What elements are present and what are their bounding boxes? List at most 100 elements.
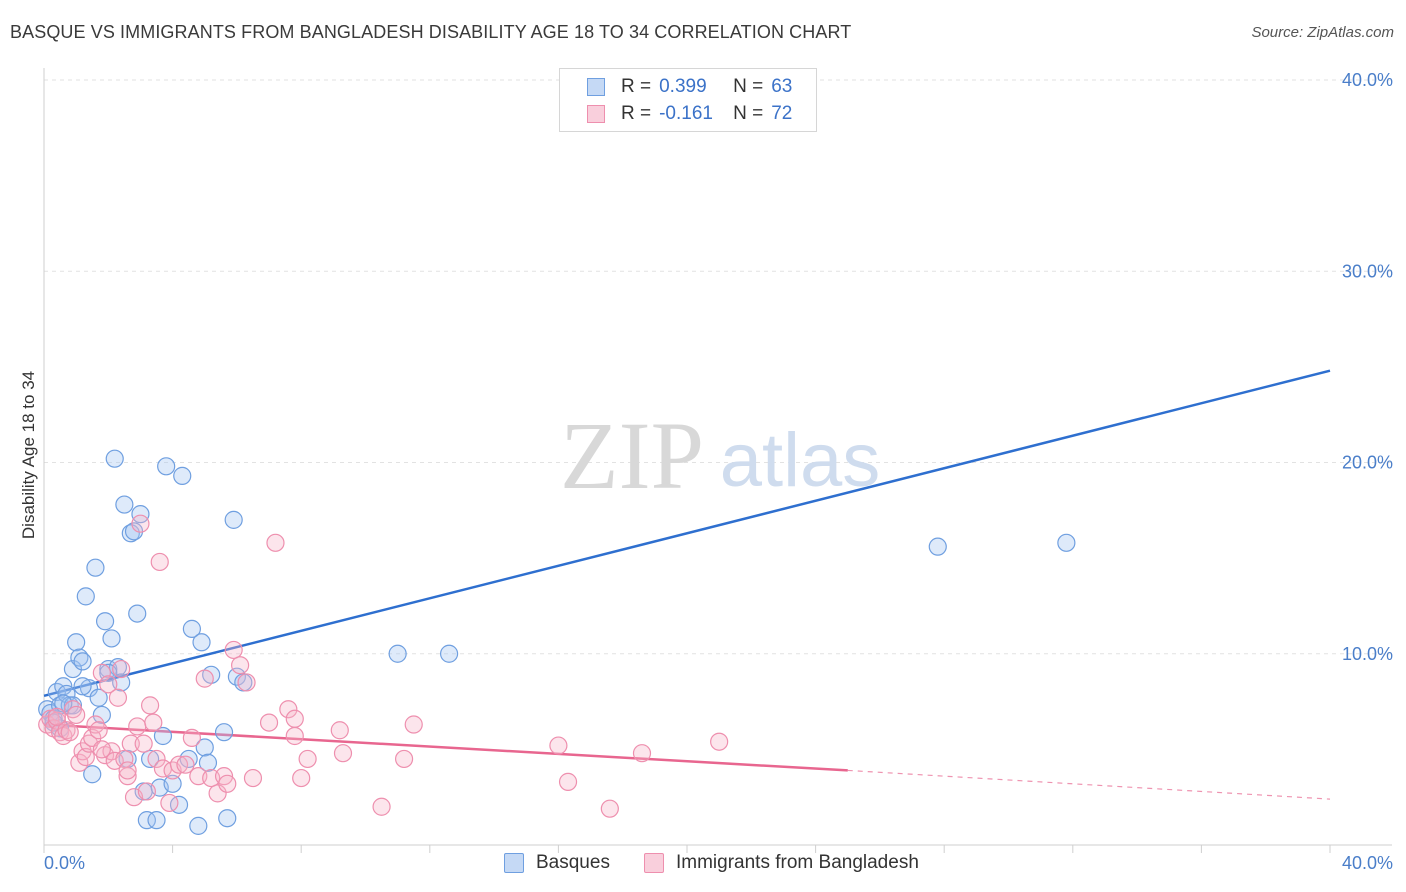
legend-n-label: N = <box>733 103 764 124</box>
basques-point <box>182 619 201 638</box>
bangladesh-point <box>182 728 201 748</box>
basques-point <box>137 811 156 830</box>
bangladesh-point <box>134 734 153 753</box>
basques-point <box>218 809 237 828</box>
bangladesh-point <box>218 774 237 793</box>
basques-point <box>105 449 124 468</box>
chart-source: Source: ZipAtlas.com <box>1251 24 1394 41</box>
bangladesh-point <box>372 797 391 816</box>
legend-n-label: N = <box>733 76 764 97</box>
bangladesh-point <box>76 747 95 767</box>
basques-point <box>79 679 99 698</box>
bangladesh-trend-line-extension <box>847 769 1331 800</box>
bangladesh-point <box>86 715 105 734</box>
bangladesh-point <box>208 784 227 803</box>
legend-r-value: 0.399 <box>659 76 707 97</box>
series-label-bangladesh: Immigrants from Bangladesh <box>676 852 919 873</box>
bangladesh-point <box>147 749 166 769</box>
bangladesh-point <box>47 711 66 730</box>
bangladesh-point <box>632 744 652 763</box>
bangladesh-point <box>285 709 304 728</box>
basques-point <box>198 753 218 772</box>
tick-labels: 10.0% 20.0% 30.0% 40.0% 0.0% 40.0% <box>44 70 1393 873</box>
legend-row-basques: R = 0.399 N = 63 <box>560 75 792 99</box>
basques-point <box>95 612 115 631</box>
basques-point <box>388 644 407 663</box>
bangladesh-point <box>549 736 568 755</box>
basques-point <box>179 749 198 769</box>
bangladesh-point <box>47 707 66 726</box>
legend-row-bangladesh: R = -0.161 N = 72 <box>560 102 792 126</box>
bangladesh-point <box>404 715 423 734</box>
basques-point <box>157 457 176 476</box>
series-legend-basques[interactable]: Basques <box>504 852 610 874</box>
legend-r-label: R = <box>621 76 652 97</box>
basques-point <box>89 688 108 707</box>
bangladesh-point <box>243 768 263 788</box>
basques-point <box>173 466 192 485</box>
series-label-basques: Basques <box>536 852 610 873</box>
bangladesh-trend-line <box>43 723 848 772</box>
basques-point <box>189 816 208 835</box>
bangladesh-point <box>259 713 279 732</box>
basques-point <box>928 537 947 556</box>
bangladesh-point <box>710 732 729 751</box>
bangladesh-point <box>333 744 353 763</box>
bangladesh-point <box>92 663 111 682</box>
bangladesh-point <box>128 717 147 736</box>
basques-point <box>108 658 128 677</box>
bangladesh-point <box>600 799 619 818</box>
legend-r-value: -0.161 <box>659 103 713 124</box>
bangladesh-point <box>558 772 578 791</box>
bangladesh-point <box>57 721 76 740</box>
bangladesh-point <box>266 533 285 552</box>
bangladesh-point <box>144 713 163 732</box>
basques-point <box>192 633 211 652</box>
basques-point <box>1057 533 1076 552</box>
bangladesh-point <box>67 705 86 725</box>
y-tick-label: 20.0% <box>1342 453 1393 473</box>
bangladesh-point <box>112 659 131 679</box>
basques-point <box>224 510 243 529</box>
bangladesh-point <box>285 726 304 746</box>
legend-n-value: 72 <box>771 103 793 124</box>
basques-point <box>115 495 134 514</box>
legend-swatch-basques <box>587 78 605 96</box>
bangladesh-point <box>292 768 311 788</box>
trend-lines <box>43 369 1331 800</box>
basques-point <box>153 726 173 746</box>
basques-point <box>128 604 147 623</box>
bangladesh-point <box>279 700 298 719</box>
watermark-atlas: atlas <box>720 418 881 503</box>
data-points <box>38 99 1076 835</box>
basques-point <box>195 738 214 757</box>
basques-point <box>102 629 121 648</box>
basques-point <box>121 524 140 543</box>
bangladesh-point <box>118 767 137 786</box>
bangladesh-point <box>41 709 60 728</box>
y-axis-label: Disability Age 18 to 34 <box>19 371 38 539</box>
y-tick-label: 40.0% <box>1342 70 1393 90</box>
bangladesh-point <box>99 675 118 694</box>
bangladesh-point <box>108 688 128 707</box>
chart-title: BASQUE VS IMMIGRANTS FROM BANGLADESH DIS… <box>10 22 852 42</box>
watermark: ZIP atlas <box>560 402 880 509</box>
bangladesh-point <box>150 552 169 572</box>
bangladesh-point <box>121 734 140 753</box>
bangladesh-point <box>160 793 179 813</box>
basques-point <box>83 765 102 784</box>
bangladesh-point <box>92 740 111 759</box>
basques-point <box>140 749 160 769</box>
bangladesh-point <box>169 755 189 774</box>
y-tick-label: 10.0% <box>1342 644 1393 664</box>
legend-r-label: R = <box>621 103 652 124</box>
basques-point <box>439 644 459 663</box>
bangladesh-point <box>118 761 137 780</box>
basques-point <box>163 774 182 793</box>
bangladesh-point <box>176 755 195 774</box>
basques-point <box>73 652 92 671</box>
bangladesh-point <box>231 656 250 675</box>
series-legend-bangladesh[interactable]: Immigrants from Bangladesh <box>644 852 919 874</box>
series-legend: Basques Immigrants from Bangladesh <box>0 852 1406 878</box>
